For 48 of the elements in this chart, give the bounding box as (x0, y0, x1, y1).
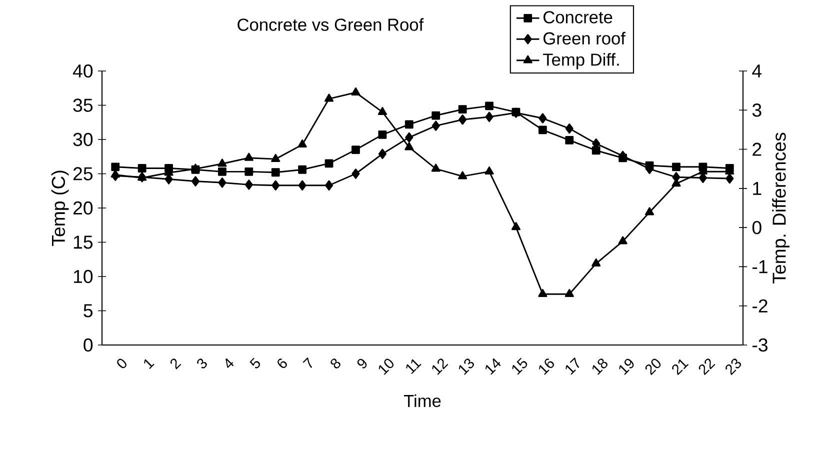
x-tick-label: 5 (250, 358, 260, 368)
y2-tick-label: -2 (752, 299, 768, 312)
y-tick-label: 35 (73, 98, 93, 112)
x-tick-label: 23 (726, 358, 742, 376)
legend-label: Green roof (544, 32, 626, 45)
y-tick-label: 40 (72, 64, 93, 78)
x-tick-label: 21 (672, 359, 689, 376)
y2-tick-label: 1 (753, 182, 762, 195)
x-tick-label: 10 (378, 358, 394, 375)
x-tick-label: 19 (619, 358, 634, 375)
chart-title: Concrete vs Green Roof (238, 18, 424, 31)
y-tick-label: 15 (74, 236, 93, 249)
y-tick-label: 30 (73, 132, 93, 146)
y2-tick-label: 3 (752, 104, 762, 117)
y-tick-label: 5 (84, 304, 93, 318)
y-axis-title: Temp (C) (51, 170, 69, 246)
y2-tick-label: -3 (752, 338, 768, 352)
y2-tick-label: 4 (752, 64, 762, 78)
x-tick-label: 2 (170, 358, 182, 370)
x-tick-label: 22 (698, 358, 716, 376)
y-tick-label: 10 (74, 270, 93, 284)
y2-axis-title: Temp. Differences (772, 132, 790, 284)
y-tick-label: 25 (73, 167, 93, 180)
x-tick-label: 12 (432, 358, 448, 375)
x-tick-label: 8 (330, 358, 340, 368)
x-tick-label: 17 (566, 357, 580, 375)
x-tick-label: 11 (406, 359, 422, 374)
x-axis-title: Time (404, 394, 441, 408)
x-tick-label: 0 (117, 358, 126, 368)
x-tick-label: 15 (512, 358, 528, 375)
y-tick-label: 20 (73, 201, 93, 215)
x-tick-label: 4 (226, 358, 234, 368)
x-tick-label: 16 (539, 358, 554, 375)
legend-label: Concrete (544, 11, 612, 24)
y2-tick-label: 2 (752, 142, 762, 156)
x-tick-label: 3 (197, 358, 207, 368)
x-tick-label: 14 (486, 358, 501, 375)
x-tick-label: 20 (645, 358, 661, 376)
legend-label: Temp Diff. (543, 53, 619, 70)
x-tick-label: 13 (458, 358, 474, 375)
x-tick-label: 6 (278, 358, 287, 368)
y2-tick-label: 0 (752, 220, 762, 234)
x-tick-label: 9 (357, 358, 367, 368)
x-tick-label: 1 (144, 359, 154, 370)
x-tick-label: 18 (592, 358, 608, 375)
x-tick-label: 7 (302, 357, 312, 368)
y-tick-label: 0 (84, 338, 93, 352)
y2-tick-label: -1 (752, 260, 768, 274)
